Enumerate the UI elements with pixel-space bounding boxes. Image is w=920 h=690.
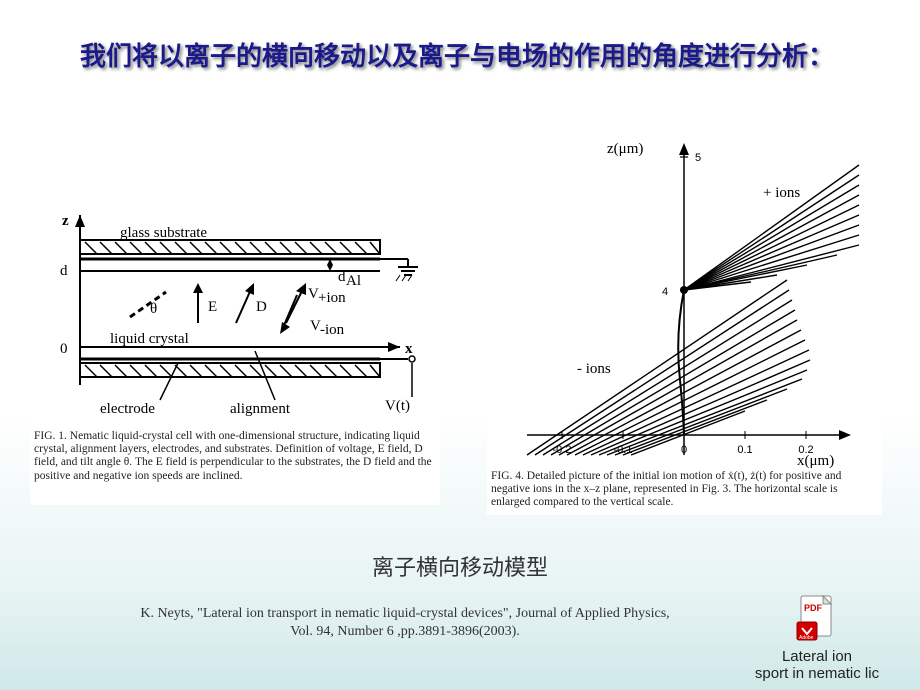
model-subtitle: 离子横向移动模型 (0, 550, 920, 582)
fig1-theta-label: θ (150, 301, 157, 317)
fig1-glass-label: glass substrate (120, 225, 207, 241)
fig1-zero-label: 0 (60, 341, 68, 357)
figure-4: z(μm) x(μm) 5 4 -0.2 -0.1 0 0.1 0.2 (487, 135, 882, 515)
citation-line1: K. Neyts, "Lateral ion transport in nema… (140, 606, 669, 621)
svg-text:Al: Al (346, 273, 361, 289)
fig4-ztick5: 5 (695, 152, 701, 164)
pdf-label-line1: Lateral ion (782, 648, 852, 665)
fig1-alignment-label: alignment (230, 401, 291, 417)
fig1-x-label: x (405, 341, 413, 357)
fig1-E-label: E (208, 299, 217, 315)
fig4-caption: FIG. 4. Detailed picture of the initial … (491, 470, 878, 510)
svg-text:0: 0 (681, 444, 687, 456)
citation: K. Neyts, "Lateral ion transport in nema… (70, 605, 740, 640)
pdf-icon: PDF Adobe (795, 594, 840, 644)
citation-line2: Vol. 94, Number 6 ,pp.3891-3896(2003). (290, 624, 520, 639)
svg-text:0.1: 0.1 (737, 444, 752, 456)
slide-title: 我们将以离子的横向移动以及离子与电场的作用的角度进行分析： (80, 38, 840, 74)
svg-text:PDF: PDF (804, 603, 823, 613)
svg-text:+ion: +ion (318, 290, 346, 306)
fig1-D-label: D (256, 299, 267, 315)
svg-text:Adobe: Adobe (799, 635, 814, 641)
fig1-z-label: z (62, 215, 69, 229)
fig4-minus-label: - ions (577, 361, 611, 377)
fig1-d-label: d (60, 263, 68, 279)
fig4-svg: z(μm) x(μm) 5 4 -0.2 -0.1 0 0.1 0.2 (487, 135, 882, 515)
fig1-caption: FIG. 1. Nematic liquid-crystal cell with… (34, 430, 436, 483)
fig1-vt-label: V(t) (385, 398, 410, 414)
svg-text:-ion: -ion (320, 322, 345, 338)
fig1-liquid-label: liquid crystal (110, 331, 189, 347)
fig4-plus-label: + ions (763, 185, 800, 201)
slide: 我们将以离子的横向移动以及离子与电场的作用的角度进行分析： z x d 0 (0, 0, 920, 690)
fig4-z-label: z(μm) (607, 141, 643, 157)
pdf-attachment[interactable]: PDF Adobe Lateral ion sport in nematic l… (742, 594, 892, 683)
fig1-electrode-label: electrode (100, 401, 155, 417)
figure-1: z x d 0 glass substrate (30, 215, 440, 505)
svg-text:d: d (338, 269, 346, 285)
pdf-label-line2: sport in nematic lic (755, 665, 879, 682)
fig4-ztick4: 4 (662, 286, 668, 298)
svg-text:0.2: 0.2 (798, 444, 813, 456)
